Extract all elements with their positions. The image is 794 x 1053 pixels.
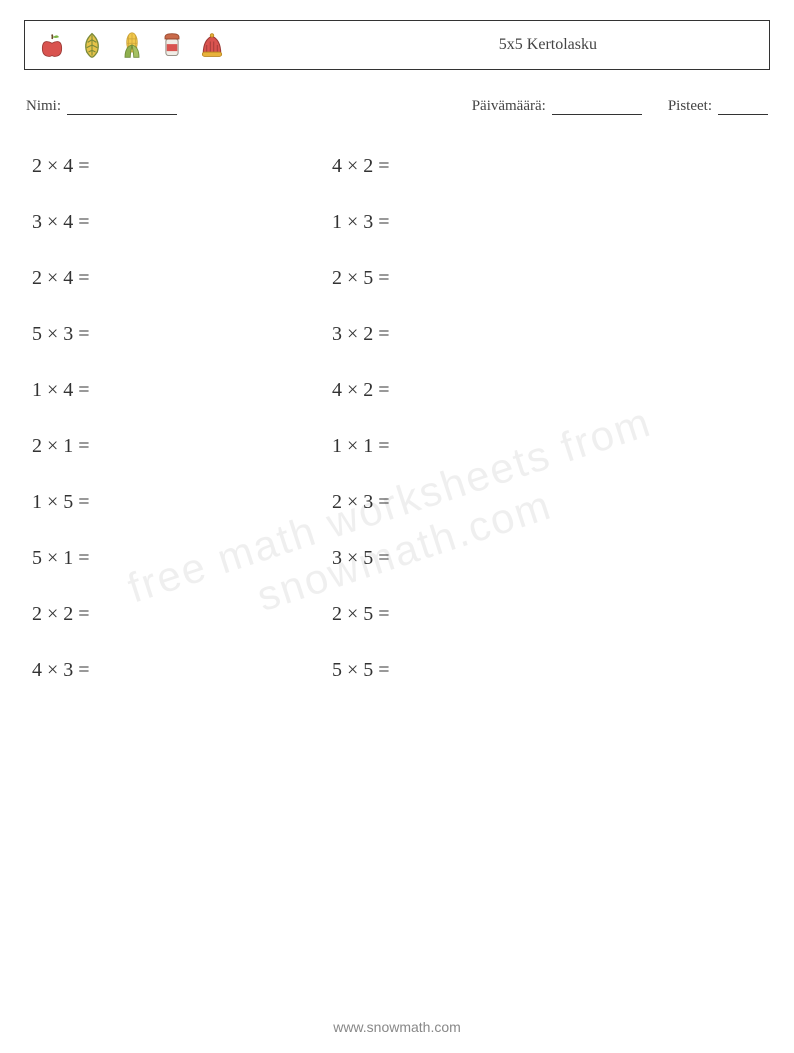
problem: 2 × 4 = bbox=[32, 267, 332, 290]
meta-date: Päivämäärä: bbox=[472, 98, 642, 115]
footer-url: www.snowmath.com bbox=[0, 1019, 794, 1035]
problems-grid: 2 × 4 =4 × 2 =3 × 4 =1 × 3 =2 × 4 =2 × 5… bbox=[24, 155, 770, 682]
hat-icon bbox=[197, 30, 227, 60]
problem: 2 × 3 = bbox=[332, 491, 632, 514]
problem: 3 × 2 = bbox=[332, 323, 632, 346]
problem: 5 × 5 = bbox=[332, 659, 632, 682]
problem: 2 × 1 = bbox=[32, 435, 332, 458]
worksheet-page: 5x5 Kertolasku Nimi: Päivämäärä: Pisteet… bbox=[0, 0, 794, 1053]
header-icons bbox=[37, 30, 227, 60]
name-label: Nimi: bbox=[26, 98, 61, 115]
problem: 1 × 5 = bbox=[32, 491, 332, 514]
problem: 4 × 2 = bbox=[332, 155, 632, 178]
problem: 1 × 1 = bbox=[332, 435, 632, 458]
meta-score: Pisteet: bbox=[668, 98, 768, 115]
problem: 2 × 4 = bbox=[32, 155, 332, 178]
jar-icon bbox=[157, 30, 187, 60]
leaf-icon bbox=[77, 30, 107, 60]
problem: 1 × 4 = bbox=[32, 379, 332, 402]
problem: 1 × 3 = bbox=[332, 211, 632, 234]
problem: 5 × 1 = bbox=[32, 547, 332, 570]
problem: 4 × 2 = bbox=[332, 379, 632, 402]
problem: 5 × 3 = bbox=[32, 323, 332, 346]
date-label: Päivämäärä: bbox=[472, 98, 546, 115]
problem: 3 × 4 = bbox=[32, 211, 332, 234]
problem: 4 × 3 = bbox=[32, 659, 332, 682]
problem: 2 × 2 = bbox=[32, 603, 332, 626]
date-blank[interactable] bbox=[552, 100, 642, 115]
name-blank[interactable] bbox=[67, 100, 177, 115]
worksheet-title: 5x5 Kertolasku bbox=[499, 36, 757, 54]
meta-right: Päivämäärä: Pisteet: bbox=[472, 98, 768, 115]
corn-icon bbox=[117, 30, 147, 60]
header-box: 5x5 Kertolasku bbox=[24, 20, 770, 70]
problem: 2 × 5 = bbox=[332, 267, 632, 290]
problem: 2 × 5 = bbox=[332, 603, 632, 626]
apple-icon bbox=[37, 30, 67, 60]
meta-row: Nimi: Päivämäärä: Pisteet: bbox=[26, 98, 768, 115]
score-label: Pisteet: bbox=[668, 98, 712, 115]
problem: 3 × 5 = bbox=[332, 547, 632, 570]
score-blank[interactable] bbox=[718, 100, 768, 115]
meta-name: Nimi: bbox=[26, 98, 177, 115]
